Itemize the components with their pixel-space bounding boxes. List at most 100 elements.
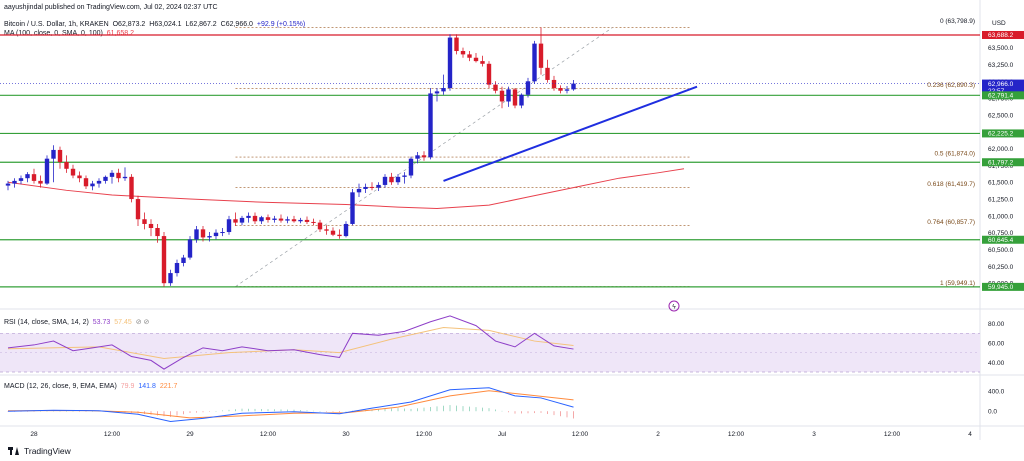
fib-label: 0.618 (61,419.7) bbox=[927, 181, 975, 188]
macd-histogram-bar bbox=[248, 408, 249, 412]
candle-body bbox=[83, 178, 89, 187]
x-tick-label: 2 bbox=[656, 431, 660, 438]
macd-histogram-bar bbox=[462, 406, 464, 412]
y-tick-label: 61,500.0 bbox=[988, 180, 1014, 187]
publisher-line: aayushjindal published on TradingView.co… bbox=[4, 4, 218, 11]
macd-histogram-bar bbox=[209, 411, 210, 412]
y-tick-label: 63,250.0 bbox=[988, 62, 1014, 69]
candle-body bbox=[161, 236, 167, 284]
macd-histogram-bar bbox=[59, 410, 61, 412]
symbol-name[interactable]: Bitcoin / U.S. Dollar, 1h, KRAKEN bbox=[4, 21, 109, 28]
macd-histogram-bar bbox=[222, 410, 223, 412]
candle-body bbox=[77, 175, 82, 179]
candle-body bbox=[363, 186, 368, 189]
candle-body bbox=[467, 54, 472, 58]
candle-body bbox=[434, 91, 440, 94]
candle-body bbox=[317, 222, 323, 230]
macd-histogram-bar bbox=[66, 411, 67, 412]
macd-histogram-bar bbox=[53, 410, 54, 412]
macd-tick-label: 400.0 bbox=[988, 388, 1005, 395]
candle-body bbox=[291, 219, 297, 222]
macd-histogram-bar bbox=[508, 411, 509, 413]
candle-body bbox=[356, 188, 362, 193]
macd-histogram-bar bbox=[7, 411, 9, 412]
macd-histogram-bar bbox=[189, 411, 191, 413]
macd-histogram-bar bbox=[573, 411, 574, 419]
candle-body bbox=[454, 37, 459, 52]
candle-body bbox=[265, 217, 271, 220]
candle-body bbox=[382, 176, 388, 185]
macd-histogram-bar bbox=[157, 411, 158, 416]
macd-histogram-bar bbox=[397, 408, 399, 412]
candle-body bbox=[252, 215, 258, 222]
ma-legend[interactable]: MA (100, close, 0, SMA, 0, 100) 61,658.2 bbox=[4, 29, 136, 38]
macd-histogram-bar bbox=[300, 410, 301, 412]
candle-body bbox=[220, 232, 225, 234]
macd-histogram-bar bbox=[410, 408, 412, 412]
fib-label: 0.5 (61,874.0) bbox=[935, 151, 975, 158]
rsi-value: 53.73 bbox=[92, 319, 111, 326]
macd-histogram-bar bbox=[72, 411, 74, 412]
candle-body bbox=[408, 158, 414, 176]
macd-histogram-bar bbox=[553, 411, 555, 416]
macd-histogram-bar bbox=[456, 405, 457, 412]
macd-histogram-bar bbox=[215, 411, 217, 412]
candle-body bbox=[350, 192, 355, 224]
candle-body bbox=[246, 215, 251, 218]
macd-histogram-bar bbox=[436, 406, 438, 412]
rsi-signal-line bbox=[7, 327, 574, 359]
macd-histogram-bar bbox=[527, 411, 529, 414]
x-tick-label: 29 bbox=[186, 431, 194, 438]
rsi-line bbox=[7, 315, 574, 370]
macd-histogram-bar bbox=[40, 411, 41, 412]
ohlc-close: C62,966.0 bbox=[220, 21, 253, 28]
macd-histogram-bar bbox=[417, 408, 418, 412]
candle-body bbox=[278, 218, 284, 221]
candle-body bbox=[103, 176, 108, 181]
x-tick-label: 30 bbox=[342, 431, 350, 438]
candle-body bbox=[330, 230, 336, 235]
ohlc-high: H63,024.1 bbox=[149, 21, 182, 28]
candle-body bbox=[480, 61, 485, 64]
rsi-legend[interactable]: RSI (14, close, SMA, 14, 2) 53.73 57.45 … bbox=[4, 318, 151, 327]
candle-body bbox=[311, 221, 316, 223]
symbol-line: Bitcoin / U.S. Dollar, 1h, KRAKEN O62,87… bbox=[4, 20, 307, 29]
indicator-settings-icon[interactable]: ⊘ ⊘ bbox=[135, 319, 150, 326]
macd-histogram-bar bbox=[326, 411, 327, 412]
candle-body bbox=[90, 183, 95, 187]
ma-value: 61,658.2 bbox=[106, 30, 135, 37]
footer: TradingView bbox=[8, 446, 71, 456]
macd-histogram-bar bbox=[430, 407, 431, 412]
macd-histogram-bar bbox=[176, 411, 178, 416]
price-badge-label: 62,791.4 bbox=[988, 93, 1014, 100]
price-badge bbox=[982, 235, 1024, 244]
macd-histogram-bar bbox=[183, 411, 184, 415]
candle-body bbox=[545, 67, 550, 80]
candle-body bbox=[44, 158, 50, 184]
fib-label: 0 (63,798.9) bbox=[940, 18, 975, 25]
macd-histogram-bar bbox=[514, 411, 516, 414]
candle-body bbox=[70, 168, 76, 176]
macd-histogram-bar bbox=[170, 411, 171, 417]
price-badge-label: 61,797.2 bbox=[988, 159, 1014, 166]
y-tick-label: 62,000.0 bbox=[988, 146, 1014, 153]
macd-histogram-bar bbox=[79, 411, 80, 412]
candle-body bbox=[135, 199, 141, 220]
candle-body bbox=[519, 94, 524, 106]
candle-body bbox=[148, 223, 154, 228]
x-tick-label: 12:00 bbox=[572, 431, 589, 438]
rsi-tick-label: 60.00 bbox=[988, 341, 1005, 348]
rsi-signal-value: 57.45 bbox=[114, 319, 132, 326]
macd-histogram-bar bbox=[339, 411, 340, 413]
tradingview-logo-icon bbox=[8, 447, 20, 455]
macd-legend[interactable]: MACD (12, 26, close, 9, EMA, EMA) 79.9 1… bbox=[4, 382, 179, 391]
macd-histogram-bar bbox=[443, 405, 444, 412]
macd-histogram-bar bbox=[391, 408, 392, 412]
candle-body bbox=[525, 81, 531, 95]
candle-body bbox=[551, 79, 557, 89]
macd-histogram-bar bbox=[332, 411, 334, 412]
x-tick-label: 12:00 bbox=[104, 431, 121, 438]
price-badge bbox=[982, 129, 1024, 138]
candle-body bbox=[428, 93, 433, 158]
